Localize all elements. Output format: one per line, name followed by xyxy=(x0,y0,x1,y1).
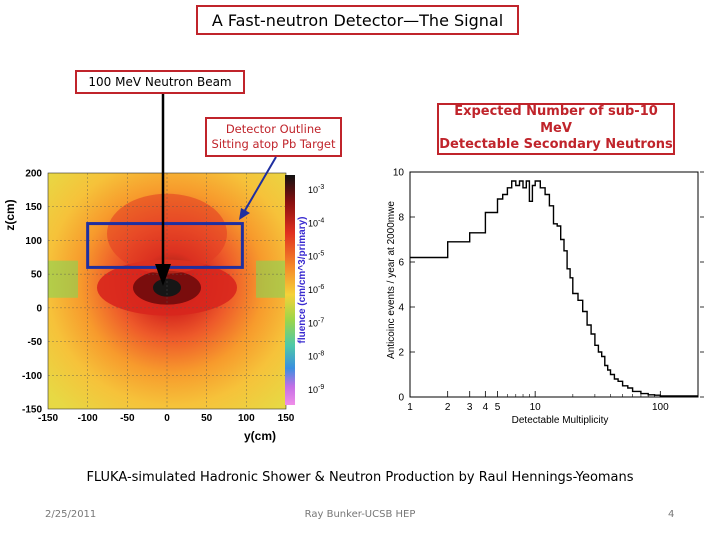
heatmap-y-label: z(cm) xyxy=(3,199,17,230)
chart-x-tick: 1 xyxy=(407,402,413,413)
colorbar-ticks: 10-3 10-4 10-5 10-6 10-7 10-8 10-9 xyxy=(308,184,324,395)
chart-y-ticks: 0 2 4 6 8 10 xyxy=(393,168,704,404)
chart-y-tick: 6 xyxy=(398,258,404,269)
footer-author: Ray Bunker-UCSB HEP xyxy=(304,509,416,520)
series-line xyxy=(410,180,698,397)
heatmap-y-tick: 200 xyxy=(25,169,42,180)
heatmap-grid xyxy=(48,173,286,409)
beam-label: 100 MeV Neutron Beam xyxy=(75,70,245,94)
chart-x-tick: 100 xyxy=(652,402,669,413)
chart-y-tick: 2 xyxy=(398,348,404,359)
heatmap-x-tick: -50 xyxy=(120,413,135,424)
chart-x-tick: 4 xyxy=(483,402,489,413)
heatmap-y-ticks: 200 150 100 50 0 -50 -100 -150 xyxy=(22,169,42,416)
colorbar xyxy=(285,175,295,405)
colorbar-tick: 10-5 xyxy=(308,251,324,262)
detector-callout-line-2: Sitting atop Pb Target xyxy=(211,137,336,151)
chart-y-tick: 8 xyxy=(398,213,404,224)
heatmap-side-band-right xyxy=(256,260,286,298)
chart-x-tick: 5 xyxy=(495,402,501,413)
chart-frame xyxy=(409,171,699,398)
colorbar-tick: 10-3 xyxy=(308,184,324,195)
chart-x-tick: 10 xyxy=(530,402,542,413)
expected-callout: Expected Number of sub-10 MeV Detectable… xyxy=(437,103,675,155)
chart-y-tick: 0 xyxy=(398,393,404,404)
heatmap-x-ticks: -150 -100 -50 0 50 100 150 xyxy=(38,413,295,424)
heatmap-y-tick: 50 xyxy=(31,270,43,281)
heatmap-x-tick: 100 xyxy=(238,413,255,424)
heatmap-x-tick: -150 xyxy=(38,413,58,424)
colorbar-tick: 10-7 xyxy=(308,317,324,328)
page-number: 4 xyxy=(668,509,675,520)
slide-caption: FLUKA-simulated Hadronic Shower & Neutro… xyxy=(86,470,634,485)
expected-callout-line-1: Expected Number of sub-10 MeV xyxy=(454,103,658,136)
heatmap-y-tick: -150 xyxy=(22,405,42,416)
chart-x-tick: 2 xyxy=(445,402,451,413)
slide-title: A Fast-neutron Detector—The Signal xyxy=(196,5,519,35)
colorbar-tick: 10-8 xyxy=(308,351,324,362)
heatmap-y-tick: 100 xyxy=(25,236,42,247)
heatmap-x-label: y(cm) xyxy=(244,429,276,443)
expected-callout-line-2: Detectable Secondary Neutrons xyxy=(439,137,673,153)
heatmap-x-tick: -100 xyxy=(78,413,98,424)
heatmap-field xyxy=(48,173,286,409)
chart-y-tick: 4 xyxy=(398,303,404,314)
colorbar-tick: 10-9 xyxy=(308,384,324,395)
chart-y-label: Anticoinc events / year at 2000mwe xyxy=(386,201,397,359)
heatmap-y-tick: -50 xyxy=(28,337,43,348)
heatmap-x-tick: 50 xyxy=(201,413,213,424)
heatmap-x-tick: 150 xyxy=(278,413,295,424)
colorbar-tick: 10-4 xyxy=(308,217,324,228)
heatmap-y-tick: 150 xyxy=(25,202,42,213)
heatmap-x-tick: 0 xyxy=(164,413,170,424)
heatmap-y-tick: -100 xyxy=(22,371,42,382)
chart-x-label: Detectable Multiplicity xyxy=(512,415,609,426)
footer-date: 2/25/2011 xyxy=(45,509,97,520)
heatmap-side-band-left xyxy=(48,260,78,298)
chart-x-tick: 3 xyxy=(467,402,473,413)
chart-x-ticks: 1 2 3 4 5 10 100 xyxy=(407,391,699,413)
detector-callout: Detector Outline Sitting atop Pb Target xyxy=(205,117,342,157)
detector-callout-line-1: Detector Outline xyxy=(225,122,322,137)
colorbar-tick: 10-6 xyxy=(308,284,324,295)
fluence-heatmap: -150 -100 -50 0 50 100 150 200 150 100 50 0 -50 -100… xyxy=(3,169,324,444)
colorbar-label: fluence (cm/cm^3/primary) xyxy=(297,217,308,344)
chart-y-tick: 10 xyxy=(393,168,405,179)
heatmap-y-tick: 0 xyxy=(36,303,42,314)
